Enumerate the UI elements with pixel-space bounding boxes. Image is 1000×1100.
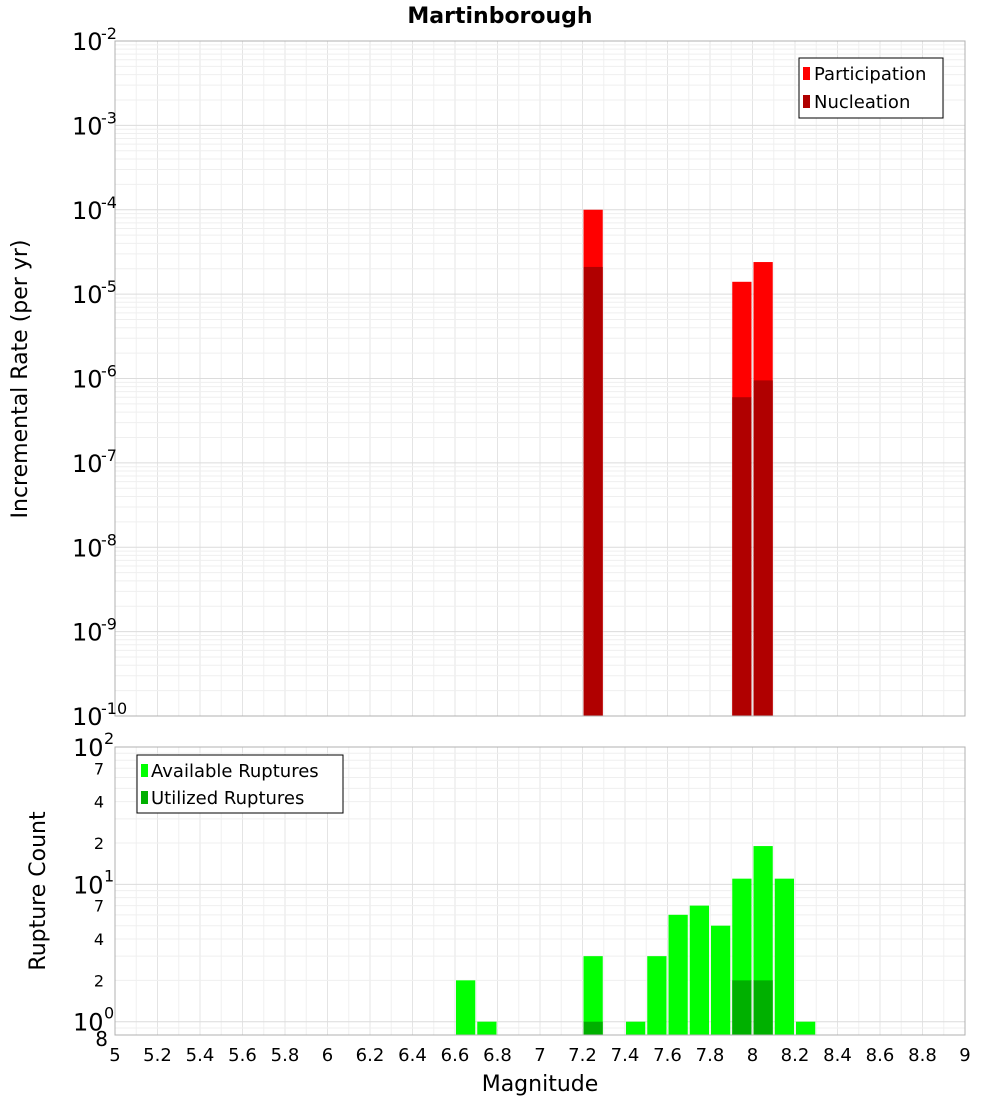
nucleation-legend-label: Nucleation	[814, 92, 910, 113]
bar-available-ruptures	[689, 905, 709, 1035]
count-plot-frame	[114, 746, 966, 1036]
count-y-tick-label: 2	[94, 971, 104, 990]
participation-legend-swatch	[803, 67, 810, 80]
count-y-tick-label: 10	[73, 734, 104, 762]
count-y-tick-label: 4	[94, 930, 104, 949]
x-axis-ticks: 5 5.2 5.4 5.6 5.8 6 6.2 6.4 6.6 6.8 7 7.2 7.4 7.6 7.8 8…	[109, 1045, 970, 1066]
x-tick-label: 8	[747, 1045, 758, 1066]
x-tick-label: 6.8	[483, 1045, 512, 1066]
count-legend-box	[136, 754, 344, 814]
x-tick-label: 8.6	[866, 1045, 895, 1066]
available-legend-swatch	[141, 764, 148, 777]
count-y-tick-exponent: 1	[104, 866, 114, 885]
bar-available-ruptures	[774, 878, 794, 1035]
chart-title: Martinborough	[407, 4, 592, 29]
count-y-tick-label: 4	[94, 793, 104, 812]
x-tick-label: 7	[534, 1045, 545, 1066]
rate-legend-box	[798, 57, 944, 119]
x-tick-label: 6.4	[398, 1045, 427, 1066]
count-y-tick-exponent: 2	[104, 729, 114, 748]
rate-y-tick-label: 10	[72, 366, 103, 394]
x-tick-label: 8.2	[781, 1045, 810, 1066]
bar-available-ruptures	[796, 1021, 816, 1035]
count-y-tick-label: 7	[94, 897, 104, 916]
bar-available-ruptures	[626, 1021, 646, 1035]
rate-y-tick-label: 10	[72, 619, 103, 647]
x-tick-label: 5.8	[271, 1045, 300, 1066]
count-y-tick-label: 2	[94, 834, 104, 853]
rate-y-tick-label: 10	[72, 28, 103, 56]
x-tick-label: 7.6	[653, 1045, 682, 1066]
bar-utilized-ruptures	[732, 980, 752, 1035]
rate-y-tick-label: 10	[72, 112, 103, 140]
utilized-legend-swatch	[141, 791, 148, 804]
rate-plot-frame	[114, 40, 966, 717]
x-tick-label: 6.2	[356, 1045, 385, 1066]
x-tick-label: 5	[109, 1045, 120, 1066]
x-tick-label: 5.4	[186, 1045, 215, 1066]
count-y-tick-label: 7	[94, 759, 104, 778]
rate-y-tick-exponent: -6	[101, 362, 117, 381]
x-tick-label: 7.8	[696, 1045, 725, 1066]
bar-available-ruptures	[477, 1021, 497, 1035]
rate-bars	[583, 209, 773, 716]
x-tick-label: 7.4	[611, 1045, 640, 1066]
count-legend: Available Ruptures Utilized Ruptures	[136, 754, 344, 814]
bar-utilized-ruptures	[753, 980, 773, 1035]
rate-y-tick-label: 10	[72, 450, 103, 478]
rate-y-tick-exponent: -4	[101, 193, 117, 212]
count-y-tick-label: 10	[73, 871, 104, 899]
x-tick-label: 5.6	[228, 1045, 257, 1066]
x-tick-label: 8.4	[823, 1045, 852, 1066]
rate-y-tick-label: 10	[72, 281, 103, 309]
x-tick-label: 7.2	[568, 1045, 597, 1066]
count-y-axis-label: Rupture Count	[26, 811, 51, 971]
rate-gridlines	[114, 41, 966, 717]
rate-y-tick-label: 10	[72, 703, 103, 731]
rate-legend: Participation Nucleation	[798, 57, 944, 119]
rate-y-tick-exponent: -5	[101, 277, 117, 296]
bar-available-ruptures	[711, 925, 731, 1035]
x-tick-label: 9	[959, 1045, 970, 1066]
rate-y-tick-exponent: -9	[101, 615, 117, 634]
utilized-legend-label: Utilized Ruptures	[151, 788, 304, 809]
rate-y-tick-exponent: -7	[101, 446, 117, 465]
x-tick-label: 6	[322, 1045, 333, 1066]
rate-y-tick-label: 10	[72, 534, 103, 562]
count-y-tick-exponent: 0	[104, 1004, 114, 1023]
x-axis-label: Magnitude	[482, 1072, 599, 1097]
rate-y-tick-exponent: -8	[101, 530, 117, 549]
rate-y-tick-exponent: -3	[101, 108, 117, 127]
bar-nucleation	[753, 380, 773, 716]
bar-available-ruptures	[668, 914, 688, 1035]
bar-nucleation	[732, 397, 752, 716]
x-tick-label: 8.8	[908, 1045, 937, 1066]
rate-y-tick-exponent: -10	[101, 699, 127, 718]
bar-utilized-ruptures	[583, 1021, 603, 1035]
count-bars	[456, 846, 816, 1035]
x-tick-label: 6.6	[441, 1045, 470, 1066]
available-legend-label: Available Ruptures	[151, 761, 319, 782]
x-tick-label: 5.2	[143, 1045, 172, 1066]
nucleation-legend-swatch	[803, 95, 810, 108]
bar-nucleation	[583, 266, 603, 716]
bar-available-ruptures	[583, 956, 603, 1035]
bar-available-ruptures	[456, 980, 476, 1035]
rate-y-tick-exponent: -2	[101, 24, 117, 43]
rate-y-axis-label: Incremental Rate (per yr)	[8, 240, 33, 519]
count-y-tick-label: 8	[95, 1027, 108, 1051]
count-y-tick-label: 10	[73, 1009, 104, 1037]
bar-available-ruptures	[647, 956, 667, 1035]
rate-y-tick-label: 10	[72, 197, 103, 225]
participation-legend-label: Participation	[814, 64, 926, 85]
